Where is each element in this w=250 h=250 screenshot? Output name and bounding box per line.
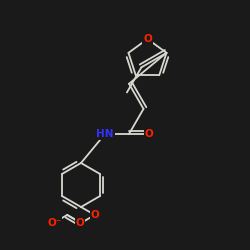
Text: HN: HN (96, 129, 114, 139)
Text: O: O (90, 210, 99, 220)
Text: O: O (76, 218, 84, 228)
Text: O: O (143, 34, 152, 44)
Text: O⁻: O⁻ (47, 218, 61, 228)
Text: O: O (144, 129, 154, 139)
